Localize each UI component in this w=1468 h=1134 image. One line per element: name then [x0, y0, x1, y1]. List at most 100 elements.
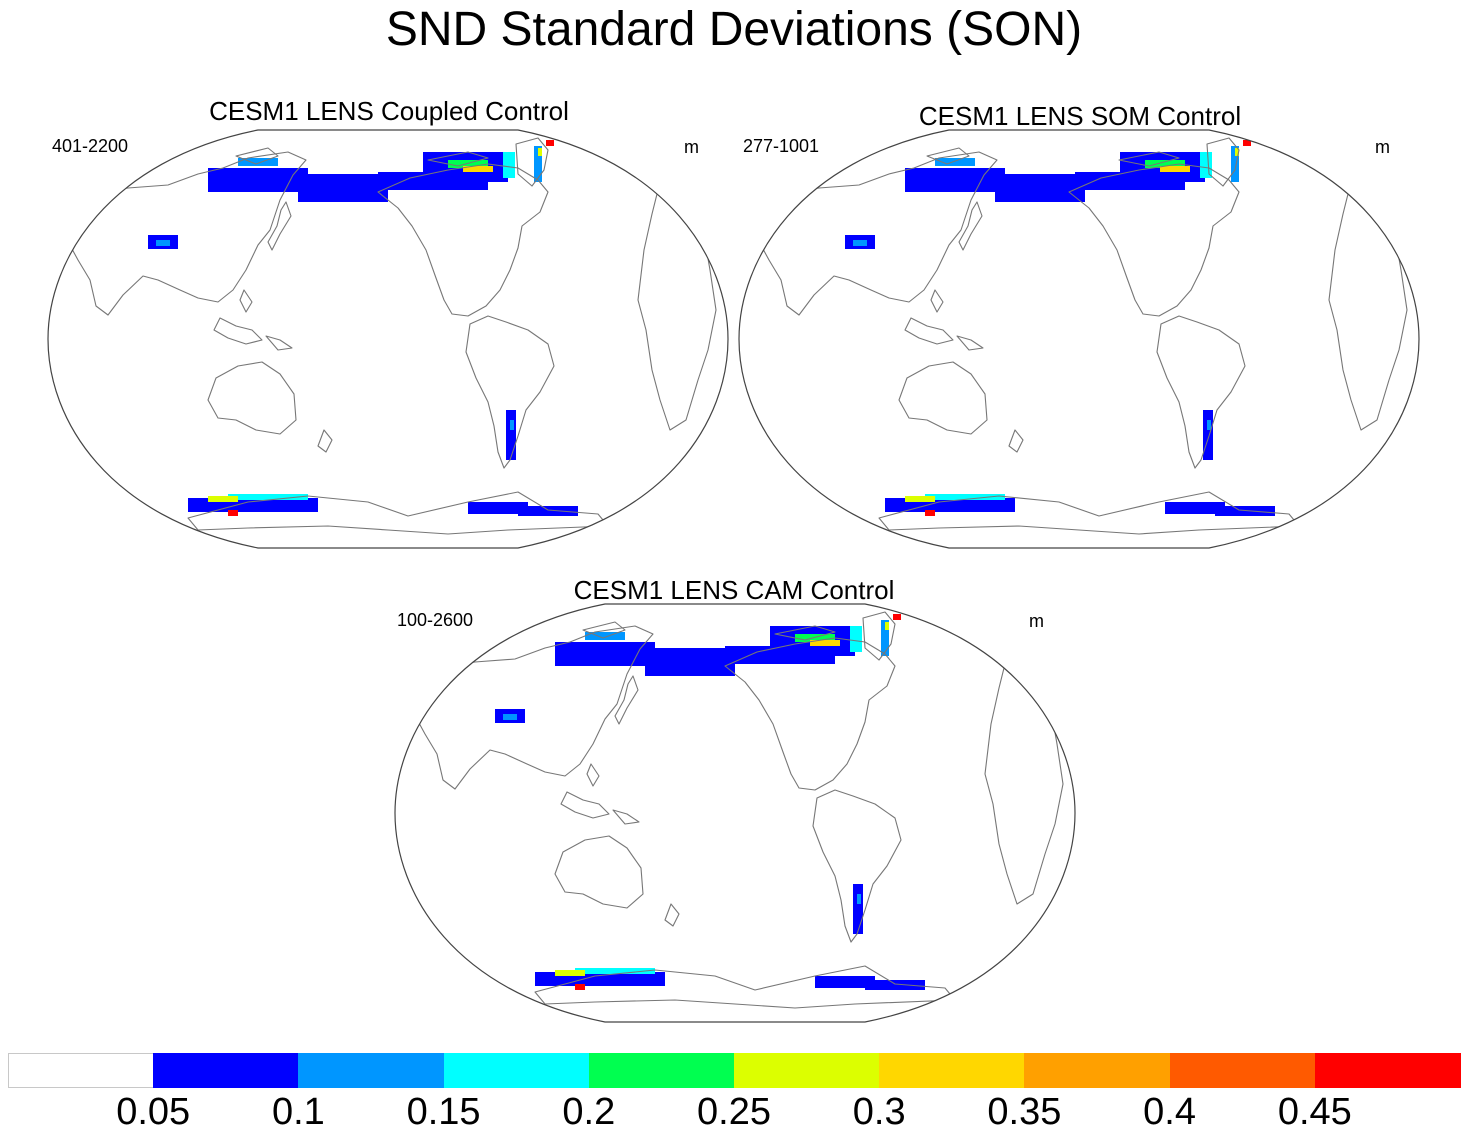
panel-1-title: CESM1 LENS Coupled Control [209, 96, 569, 126]
snow-depth-patch [881, 620, 889, 656]
coastline [956, 335, 984, 351]
snow-depth-patch [935, 158, 975, 166]
panel-3-range: 100-2600 [397, 610, 474, 630]
coastline [515, 137, 549, 187]
panel-1-units: m [684, 137, 699, 157]
colorbar-box [1169, 1053, 1316, 1088]
coastline [265, 335, 293, 351]
panel-2-units: m [1375, 137, 1390, 157]
snow-depth-patch [1160, 166, 1190, 172]
snow-depth-patch [815, 976, 875, 988]
snow-depth-patch [503, 152, 515, 178]
snow-depth-patch [575, 968, 655, 974]
snow-depth-patch [228, 494, 308, 500]
snow-depth-patch [905, 168, 1005, 192]
snow-depth-patch [468, 502, 528, 514]
coastline [1008, 429, 1024, 453]
snow-depth-patch [645, 648, 735, 676]
colorbar-box [879, 1053, 1026, 1088]
colorbar-tick-label: 0.4 [1143, 1091, 1196, 1133]
snow-depth-patch [1165, 502, 1225, 514]
snow-depth-patch [885, 622, 889, 630]
panel-2-map [738, 129, 1420, 549]
colorbar-tick-label: 0.1 [271, 1091, 325, 1133]
coastline [239, 289, 253, 313]
coastline [412, 625, 654, 790]
colorbar-box [298, 1053, 445, 1088]
snow-depth-patch [518, 506, 578, 516]
panel-3-units: m [1029, 611, 1044, 631]
coastline [427, 151, 489, 167]
coastline [926, 147, 970, 165]
snow-depth-patch [238, 158, 278, 166]
coastline [1156, 315, 1246, 469]
snow-depth-patch [463, 166, 493, 172]
snow-depth-patch [575, 984, 585, 990]
colorbar-box [1314, 1053, 1461, 1088]
panel-3-map [394, 603, 1076, 1023]
coastline [756, 151, 998, 316]
colorbar-box [1024, 1053, 1171, 1088]
coastline [560, 791, 610, 819]
coastline [65, 151, 307, 316]
coastline [207, 361, 297, 435]
snow-depth-patch [925, 510, 935, 516]
coastline [1118, 151, 1180, 167]
snow-depth-patch [228, 510, 238, 516]
coastline [862, 611, 896, 661]
snow-depth-patch [1235, 148, 1239, 156]
map-content [65, 137, 717, 535]
coastline [878, 491, 1300, 535]
snow-depth-patch [534, 146, 542, 182]
coastline [213, 317, 263, 345]
panel-1-range: 401-2200 [52, 136, 129, 156]
colorbar-box [8, 1053, 155, 1088]
coastline [1328, 189, 1408, 431]
map-content [756, 137, 1408, 535]
panel-1-map [47, 129, 729, 549]
coastline [984, 663, 1064, 905]
colorbar-box [153, 1053, 300, 1088]
coastline [582, 621, 626, 639]
colorbar-box [734, 1053, 881, 1088]
coastline [812, 789, 902, 943]
snow-depth-patch [448, 160, 488, 168]
coastline [235, 147, 279, 165]
snow-depth-patch [810, 640, 840, 646]
snow-depth-patch [585, 632, 625, 640]
coastline [904, 317, 954, 345]
colorbar-tick-label: 0.15 [406, 1091, 481, 1133]
snow-depth-patch [995, 174, 1085, 202]
coastline [465, 315, 555, 469]
snow-depth-patch [853, 884, 863, 934]
snow-depth-patch [1207, 420, 1211, 430]
snow-depth-patch [188, 498, 318, 512]
snow-depth-patch [156, 240, 170, 246]
coastline [930, 289, 944, 313]
colorbar-tick-label: 0.35 [987, 1091, 1062, 1133]
panel-2-title: CESM1 LENS SOM Control [918, 101, 1242, 131]
coastline [554, 835, 644, 909]
panel-2-range: 277-1001 [743, 136, 820, 156]
coastline [724, 637, 896, 791]
snow-depth-patch [893, 614, 901, 620]
snow-depth-patch [1243, 140, 1251, 146]
snow-depth-patch [298, 174, 388, 202]
snow-depth-patch [208, 496, 238, 502]
coastline [774, 625, 836, 641]
coastline [1068, 163, 1240, 317]
snow-depth-patch [865, 980, 925, 990]
coastline [586, 763, 600, 787]
snow-depth-patch [885, 498, 1015, 512]
snow-depth-patch [506, 410, 516, 460]
snow-depth-patch [535, 972, 665, 986]
colorbar-tick-label: 0.05 [116, 1091, 191, 1133]
panel-3-title: CESM1 LENS CAM Control [573, 575, 895, 605]
snow-depth-patch [1145, 160, 1185, 168]
snow-depth-patch [905, 496, 935, 502]
colorbar-box [588, 1053, 735, 1088]
snow-depth-patch [546, 140, 554, 146]
coastline [612, 809, 640, 825]
coastline [187, 491, 609, 535]
coastline [317, 429, 333, 453]
